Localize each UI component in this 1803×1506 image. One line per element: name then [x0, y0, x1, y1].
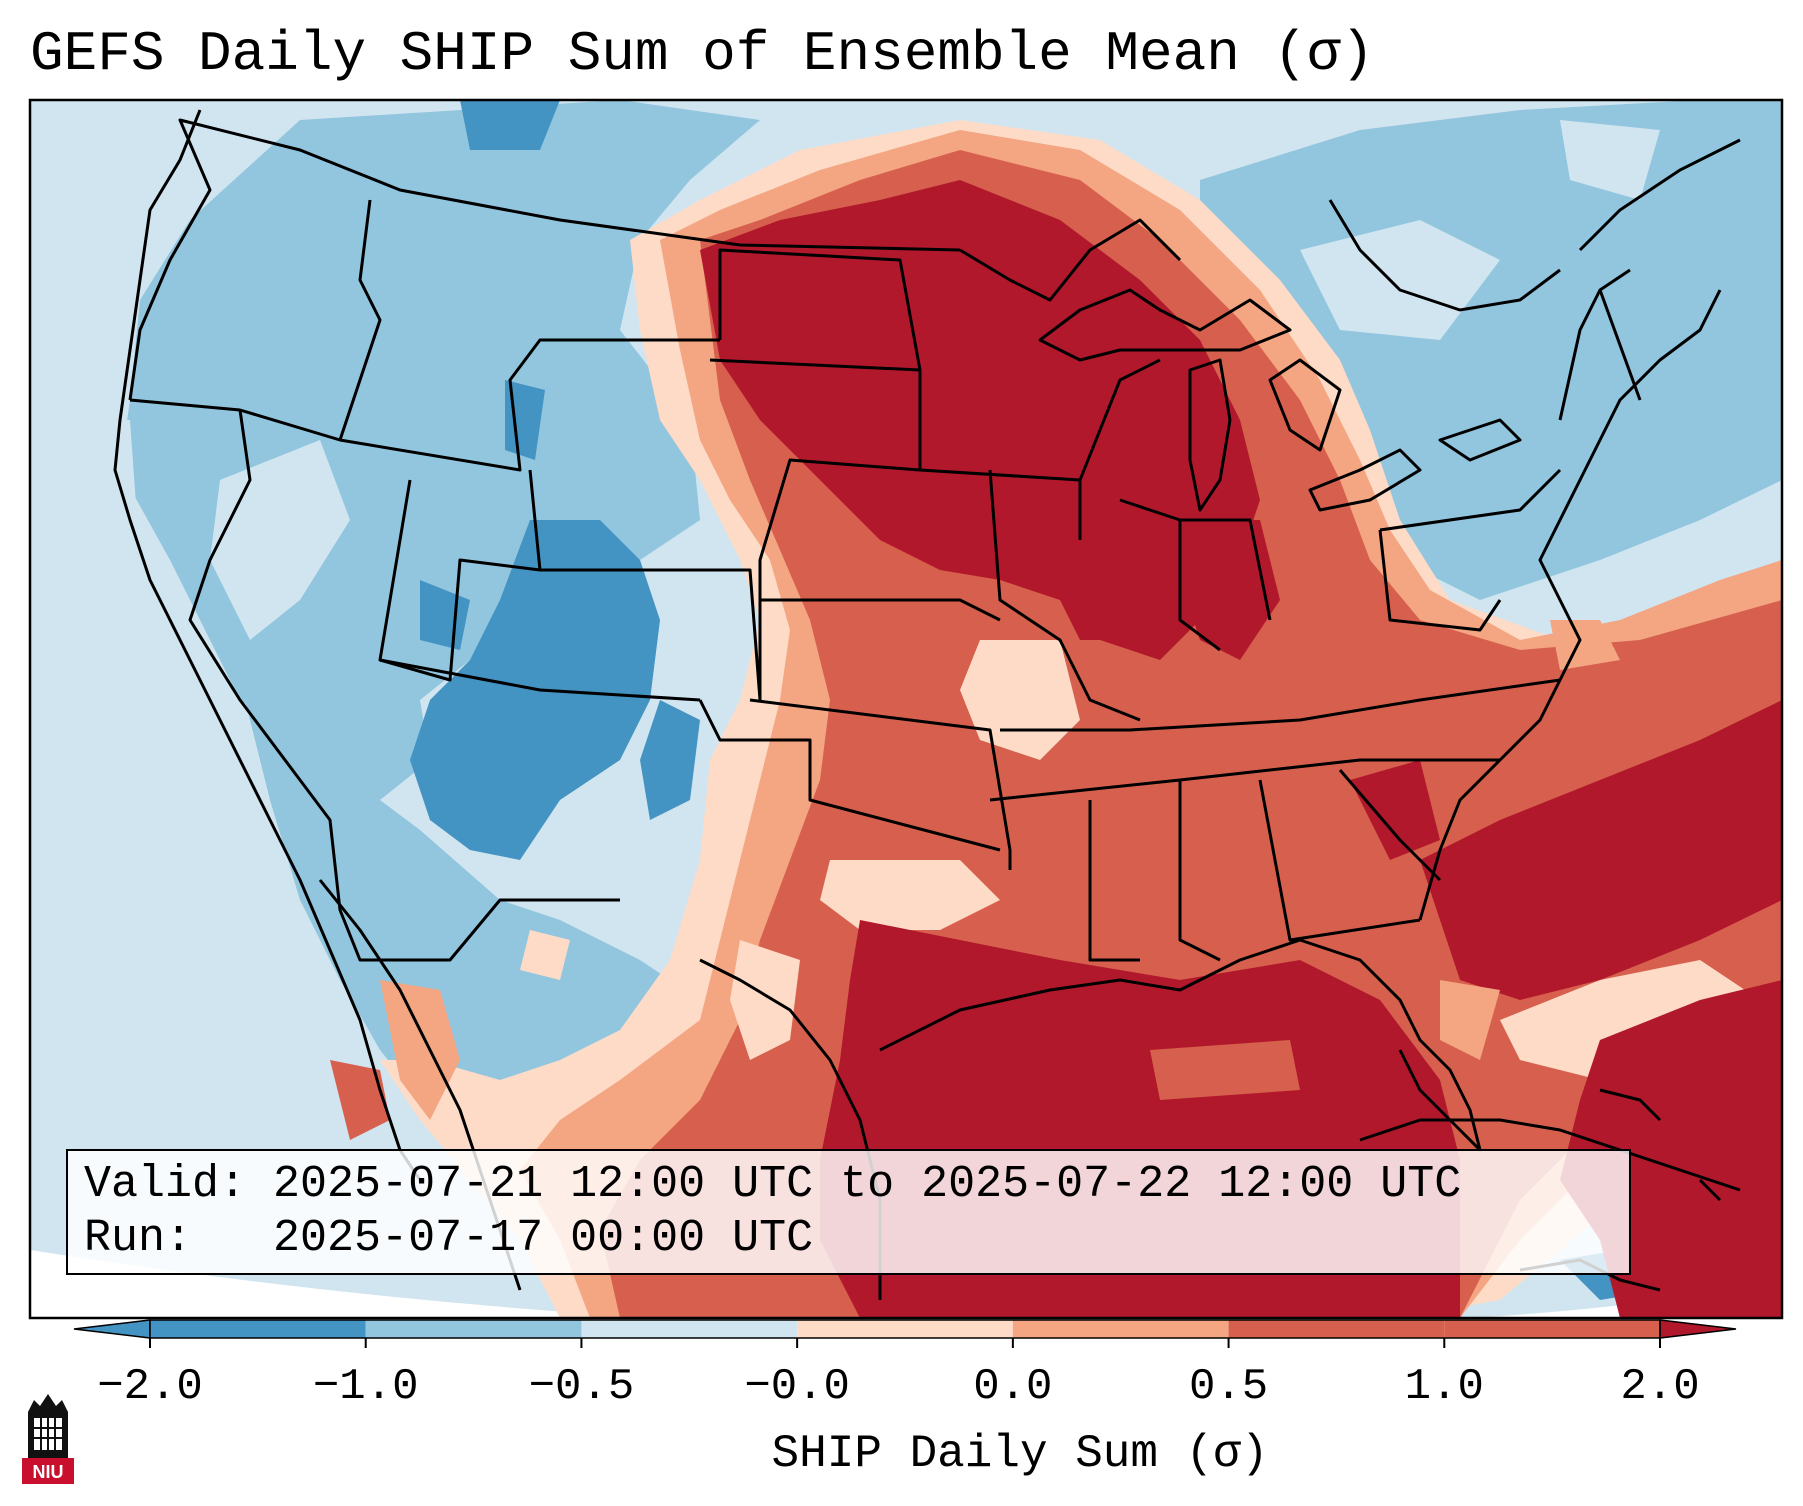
- colorbar-tick-label: −2.0: [97, 1362, 203, 1412]
- colorbar-tick-label: 2.0: [1620, 1362, 1700, 1412]
- valid-time-box: Valid: 2025-07-21 12:00 UTC to 2025-07-2…: [66, 1149, 1631, 1275]
- map-title: GEFS Daily SHIP Sum of Ensemble Mean (σ): [30, 22, 1375, 86]
- colorbar-extend-min: [73, 1319, 151, 1339]
- colorbar-segment: [365, 1320, 582, 1338]
- state-boundaries: [128, 118, 1642, 962]
- valid-label: Valid:: [84, 1159, 247, 1210]
- colorbar-tick-label: −0.0: [744, 1362, 850, 1412]
- logo-text: NIU: [33, 1462, 64, 1482]
- colorbar-segment: [797, 1320, 1013, 1338]
- projection-edge: [30, 1250, 1782, 1318]
- run-line: Run: 2025-07-17 00:00 UTC: [84, 1213, 813, 1264]
- colorbar-tick-label: 0.5: [1188, 1362, 1269, 1412]
- colorbar-segment: [581, 1320, 798, 1338]
- canada-features: [1328, 138, 1741, 1202]
- great-lakes: [1038, 288, 1522, 512]
- colorbar-outline: [149, 1319, 1661, 1339]
- run-label: Run:: [84, 1213, 193, 1264]
- map-frame: [28, 98, 1784, 1320]
- niu-logo: NIU: [22, 1394, 74, 1484]
- valid-value: 2025-07-21 12:00 UTC to 2025-07-22 12:00…: [273, 1159, 1462, 1210]
- colorbar-label: SHIP Daily Sum (σ): [771, 1428, 1269, 1480]
- colorbar-tick-label: −1.0: [312, 1362, 419, 1412]
- colorbar-tick-label: 0.0: [973, 1362, 1053, 1412]
- colorbar-tick-label: −0.5: [528, 1362, 635, 1412]
- colorbar-segment: [1012, 1320, 1229, 1338]
- colorbar-extend-max: [1659, 1319, 1737, 1339]
- colorbar-segment: [150, 1320, 366, 1338]
- valid-line: Valid: 2025-07-21 12:00 UTC to 2025-07-2…: [84, 1159, 1461, 1210]
- run-value: 2025-07-17 00:00 UTC: [273, 1213, 814, 1264]
- colorbar-tick-label: 1.0: [1404, 1362, 1484, 1412]
- colorbar-segment: [1444, 1320, 1660, 1338]
- colorbar-segment: [1228, 1320, 1445, 1338]
